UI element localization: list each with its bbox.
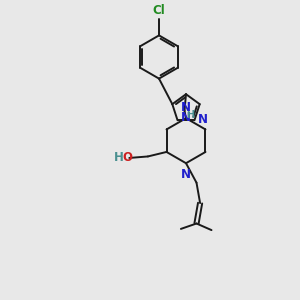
- Text: Cl: Cl: [153, 4, 165, 17]
- Text: O: O: [123, 152, 133, 164]
- Text: N: N: [181, 111, 191, 124]
- Text: N: N: [198, 113, 208, 126]
- Text: N: N: [181, 168, 191, 181]
- Text: H: H: [114, 152, 124, 164]
- Text: N: N: [181, 101, 191, 114]
- Text: H: H: [187, 110, 195, 120]
